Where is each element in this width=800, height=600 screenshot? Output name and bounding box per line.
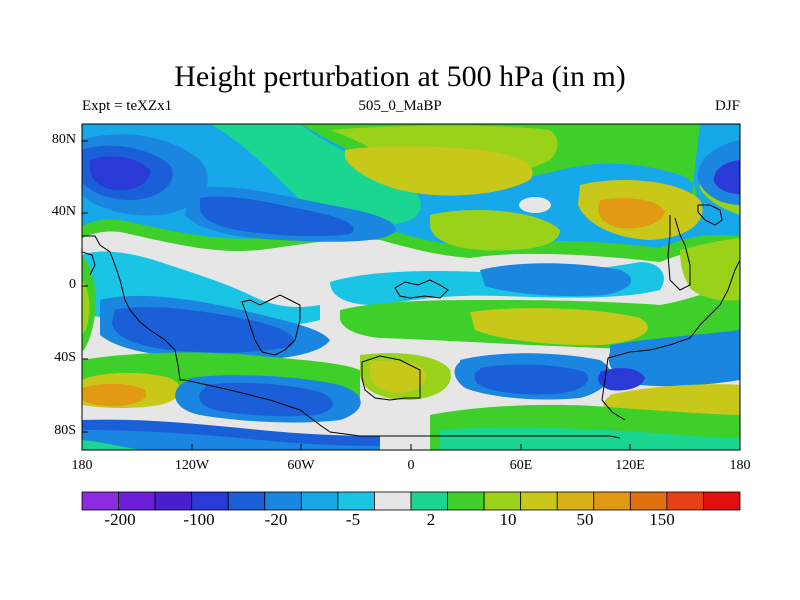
plot-title: Height perturbation at 500 hPa (in m) [174,60,626,93]
colorbar-label: 50 [576,510,594,529]
south-indian-low-core [474,364,589,395]
colorbar-box [264,491,302,511]
coast-west-edge [82,251,96,276]
colorbar-box [374,491,412,511]
colorbar-box [191,491,229,511]
colorbar-box [118,491,156,511]
map-field [82,124,740,450]
coast-asia [667,215,691,291]
axis-ticks [81,140,741,450]
xtick-label-120e: 120E [615,458,645,473]
north-pacific-low-center [90,156,151,191]
colorbar-box [483,491,522,511]
australia-low [608,330,740,387]
coast-south-america [241,294,301,356]
colorbar-box [556,491,595,511]
xtick-label-180w: 180 [71,458,93,473]
xtick-label-0: 0 [407,458,415,473]
ytick-label-equator: 0 [69,277,76,292]
colorbar-box [337,491,375,511]
pacific-high-orange [598,198,665,229]
asia-high-yellow [345,146,533,196]
colorbar-box [227,491,266,511]
polar-mint-east [440,427,740,450]
coast-africa [361,355,421,401]
colorbar-box [666,491,704,511]
tropical-olive-west [82,280,90,335]
xtick-label-60e: 60E [509,458,533,473]
coast-south-australia [601,357,626,421]
africa-low [480,263,632,296]
season-label: DJF [714,98,740,114]
colorbar-label: -200 [104,510,136,529]
ne-pacific-low-core [713,160,740,194]
north-gap [519,197,551,213]
colorbar-box [703,491,741,511]
colorbar-box [300,491,339,511]
coast-maritime [394,279,449,299]
australia-low-core [598,368,645,391]
west-europe-high [430,210,560,251]
coastlines [82,204,740,439]
south-pacific-high-core [82,383,147,407]
period-label: 505_0_MaBP [358,98,442,114]
colorbar-box [593,491,631,511]
xtick-label-60w: 60W [287,458,315,473]
colorbar-label: 150 [649,510,675,529]
colorbar-box [520,491,558,511]
ytick-label-80s: 80S [54,423,76,438]
coast-americas [82,235,185,381]
ytick-label-80n: 80N [51,132,76,147]
coast-australia [607,259,740,359]
colorbar-box [629,491,668,511]
south-atlantic-high-core [370,360,426,393]
colorbar-box [447,491,485,511]
polar-light-blue [82,430,380,450]
east-pacific-green [680,238,740,301]
colorbar-label: -100 [183,510,215,529]
colorbar-label: 10 [499,510,517,529]
colorbar-label: 2 [426,510,436,529]
south-pacific-low-core [112,307,295,353]
coast-antarctica [184,379,621,439]
ytick-label-40s: 40S [54,350,76,365]
ytick-label-40n: 40N [51,204,76,219]
colorbar-box [154,491,193,511]
colorbar-box [81,491,119,511]
coast-japan [697,204,723,226]
xtick-label-120w: 120W [174,458,210,473]
indian-ocean-high [470,308,648,346]
colorbar [81,491,741,511]
xtick-label-180e: 180 [729,458,751,473]
colorbar-label: -20 [264,510,288,529]
experiment-label: Expt = teXZx1 [82,98,173,114]
north-america-low-core [200,196,354,237]
colorbar-box [410,491,448,511]
polar-mint-west [82,440,140,450]
colorbar-label: -5 [345,510,361,529]
